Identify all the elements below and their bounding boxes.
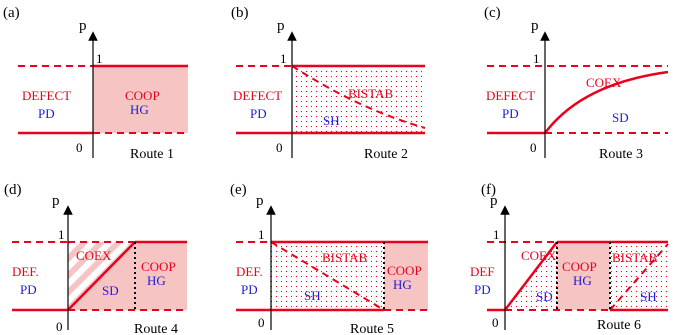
hg-label: HG	[147, 273, 166, 288]
coop-label: COOP	[562, 259, 597, 274]
p-axis-label: p	[52, 193, 60, 209]
panel-tag: (d)	[4, 182, 22, 198]
route-label: Route 2	[364, 147, 408, 162]
p-zero-label: 0	[530, 140, 537, 155]
def-label: DEF.	[12, 264, 39, 279]
unstable-boundary-line	[609, 243, 669, 311]
panel-a: (a) p 1 0 Route 1 DEFECT PD COOP HG	[3, 5, 188, 162]
coex-line	[67, 241, 136, 311]
sd-label: SD	[536, 289, 553, 304]
route-label: Route 1	[130, 147, 174, 162]
panel-f: (f) p 1 0 Route 6 DEF PD COEX SD COOP HG…	[470, 182, 669, 333]
sd-label: SD	[102, 283, 119, 298]
panel-tag: (b)	[231, 5, 249, 21]
defect-label: DEFECT	[486, 88, 535, 103]
route-label: Route 6	[597, 318, 641, 333]
sd-label: SD	[612, 110, 629, 125]
p-zero-label: 0	[76, 140, 83, 155]
sh-label: SH	[323, 113, 340, 128]
coex-curve	[544, 70, 669, 134]
bistab-label: BISTAB	[348, 86, 394, 101]
panel-c: (c) p 1 0 Route 3 DEFECT PD COEX SD	[484, 5, 669, 162]
pd-label: PD	[474, 282, 491, 297]
hg-label: HG	[393, 277, 412, 292]
pd-label: PD	[38, 106, 55, 121]
pd-label: PD	[502, 106, 519, 121]
pd-label: PD	[241, 282, 258, 297]
p-zero-label: 0	[492, 315, 499, 330]
coop-label: COOP	[125, 88, 160, 103]
p-one-label: 1	[58, 227, 65, 242]
def-label: DEF	[470, 264, 495, 279]
hg-label: HG	[573, 273, 592, 288]
panel-b: (b) p 1 0 Route 2 DEFECT PD BISTAB SH	[231, 5, 426, 162]
coop-region	[384, 242, 428, 310]
route-label: Route 5	[350, 322, 394, 335]
p-zero-label: 0	[276, 140, 283, 155]
p-axis-label: p	[490, 193, 498, 209]
route-label: Route 3	[599, 147, 643, 162]
p-one-label: 1	[96, 51, 103, 66]
coop-label: COOP	[387, 263, 422, 278]
bistab-label: BISTAB	[612, 250, 658, 265]
p-axis-label: p	[79, 18, 87, 34]
panel-tag: (f)	[481, 182, 496, 198]
p-axis-label: p	[531, 18, 539, 34]
pd-label: PD	[250, 106, 267, 121]
hg-label: HG	[130, 102, 149, 117]
p-one-label: 1	[533, 51, 540, 66]
panel-tag: (a)	[3, 5, 20, 21]
unstable-boundary-curve	[291, 65, 426, 129]
p-one-label: 1	[280, 51, 287, 66]
panel-e: (e) p 1 0 Route 5 DEF. PD BISTAB SH COOP…	[230, 182, 428, 335]
sh-label: SH	[304, 288, 321, 303]
p-axis-label: p	[277, 18, 285, 34]
defect-label: DEFECT	[22, 88, 71, 103]
route-label: Route 4	[134, 322, 178, 335]
panel-tag: (e)	[230, 182, 247, 198]
sh-label: SH	[640, 289, 657, 304]
p-axis-label: p	[256, 193, 264, 209]
p-one-label: 1	[493, 227, 500, 242]
pd-label: PD	[20, 282, 37, 297]
coop-label: COOP	[141, 259, 176, 274]
coop-region	[557, 242, 610, 310]
panel-d: (d) p 1 0 Route 4 DEF. PD COEX SD COOP H…	[4, 182, 187, 335]
bistab-label: BISTAB	[322, 250, 368, 265]
coex-line	[504, 241, 558, 311]
coex-label: COEX	[586, 75, 622, 90]
panel-tag: (c)	[484, 5, 501, 21]
def-label: DEF.	[236, 264, 263, 279]
p-one-label: 1	[258, 227, 265, 242]
coex-label: COEX	[521, 248, 557, 263]
coex-label: COEX	[76, 248, 112, 263]
coop-region	[93, 66, 188, 133]
p-zero-label: 0	[56, 319, 63, 334]
defect-label: DEFECT	[233, 88, 282, 103]
unstable-boundary-line	[270, 241, 385, 311]
coop-region	[135, 242, 187, 310]
p-zero-label: 0	[258, 315, 265, 330]
